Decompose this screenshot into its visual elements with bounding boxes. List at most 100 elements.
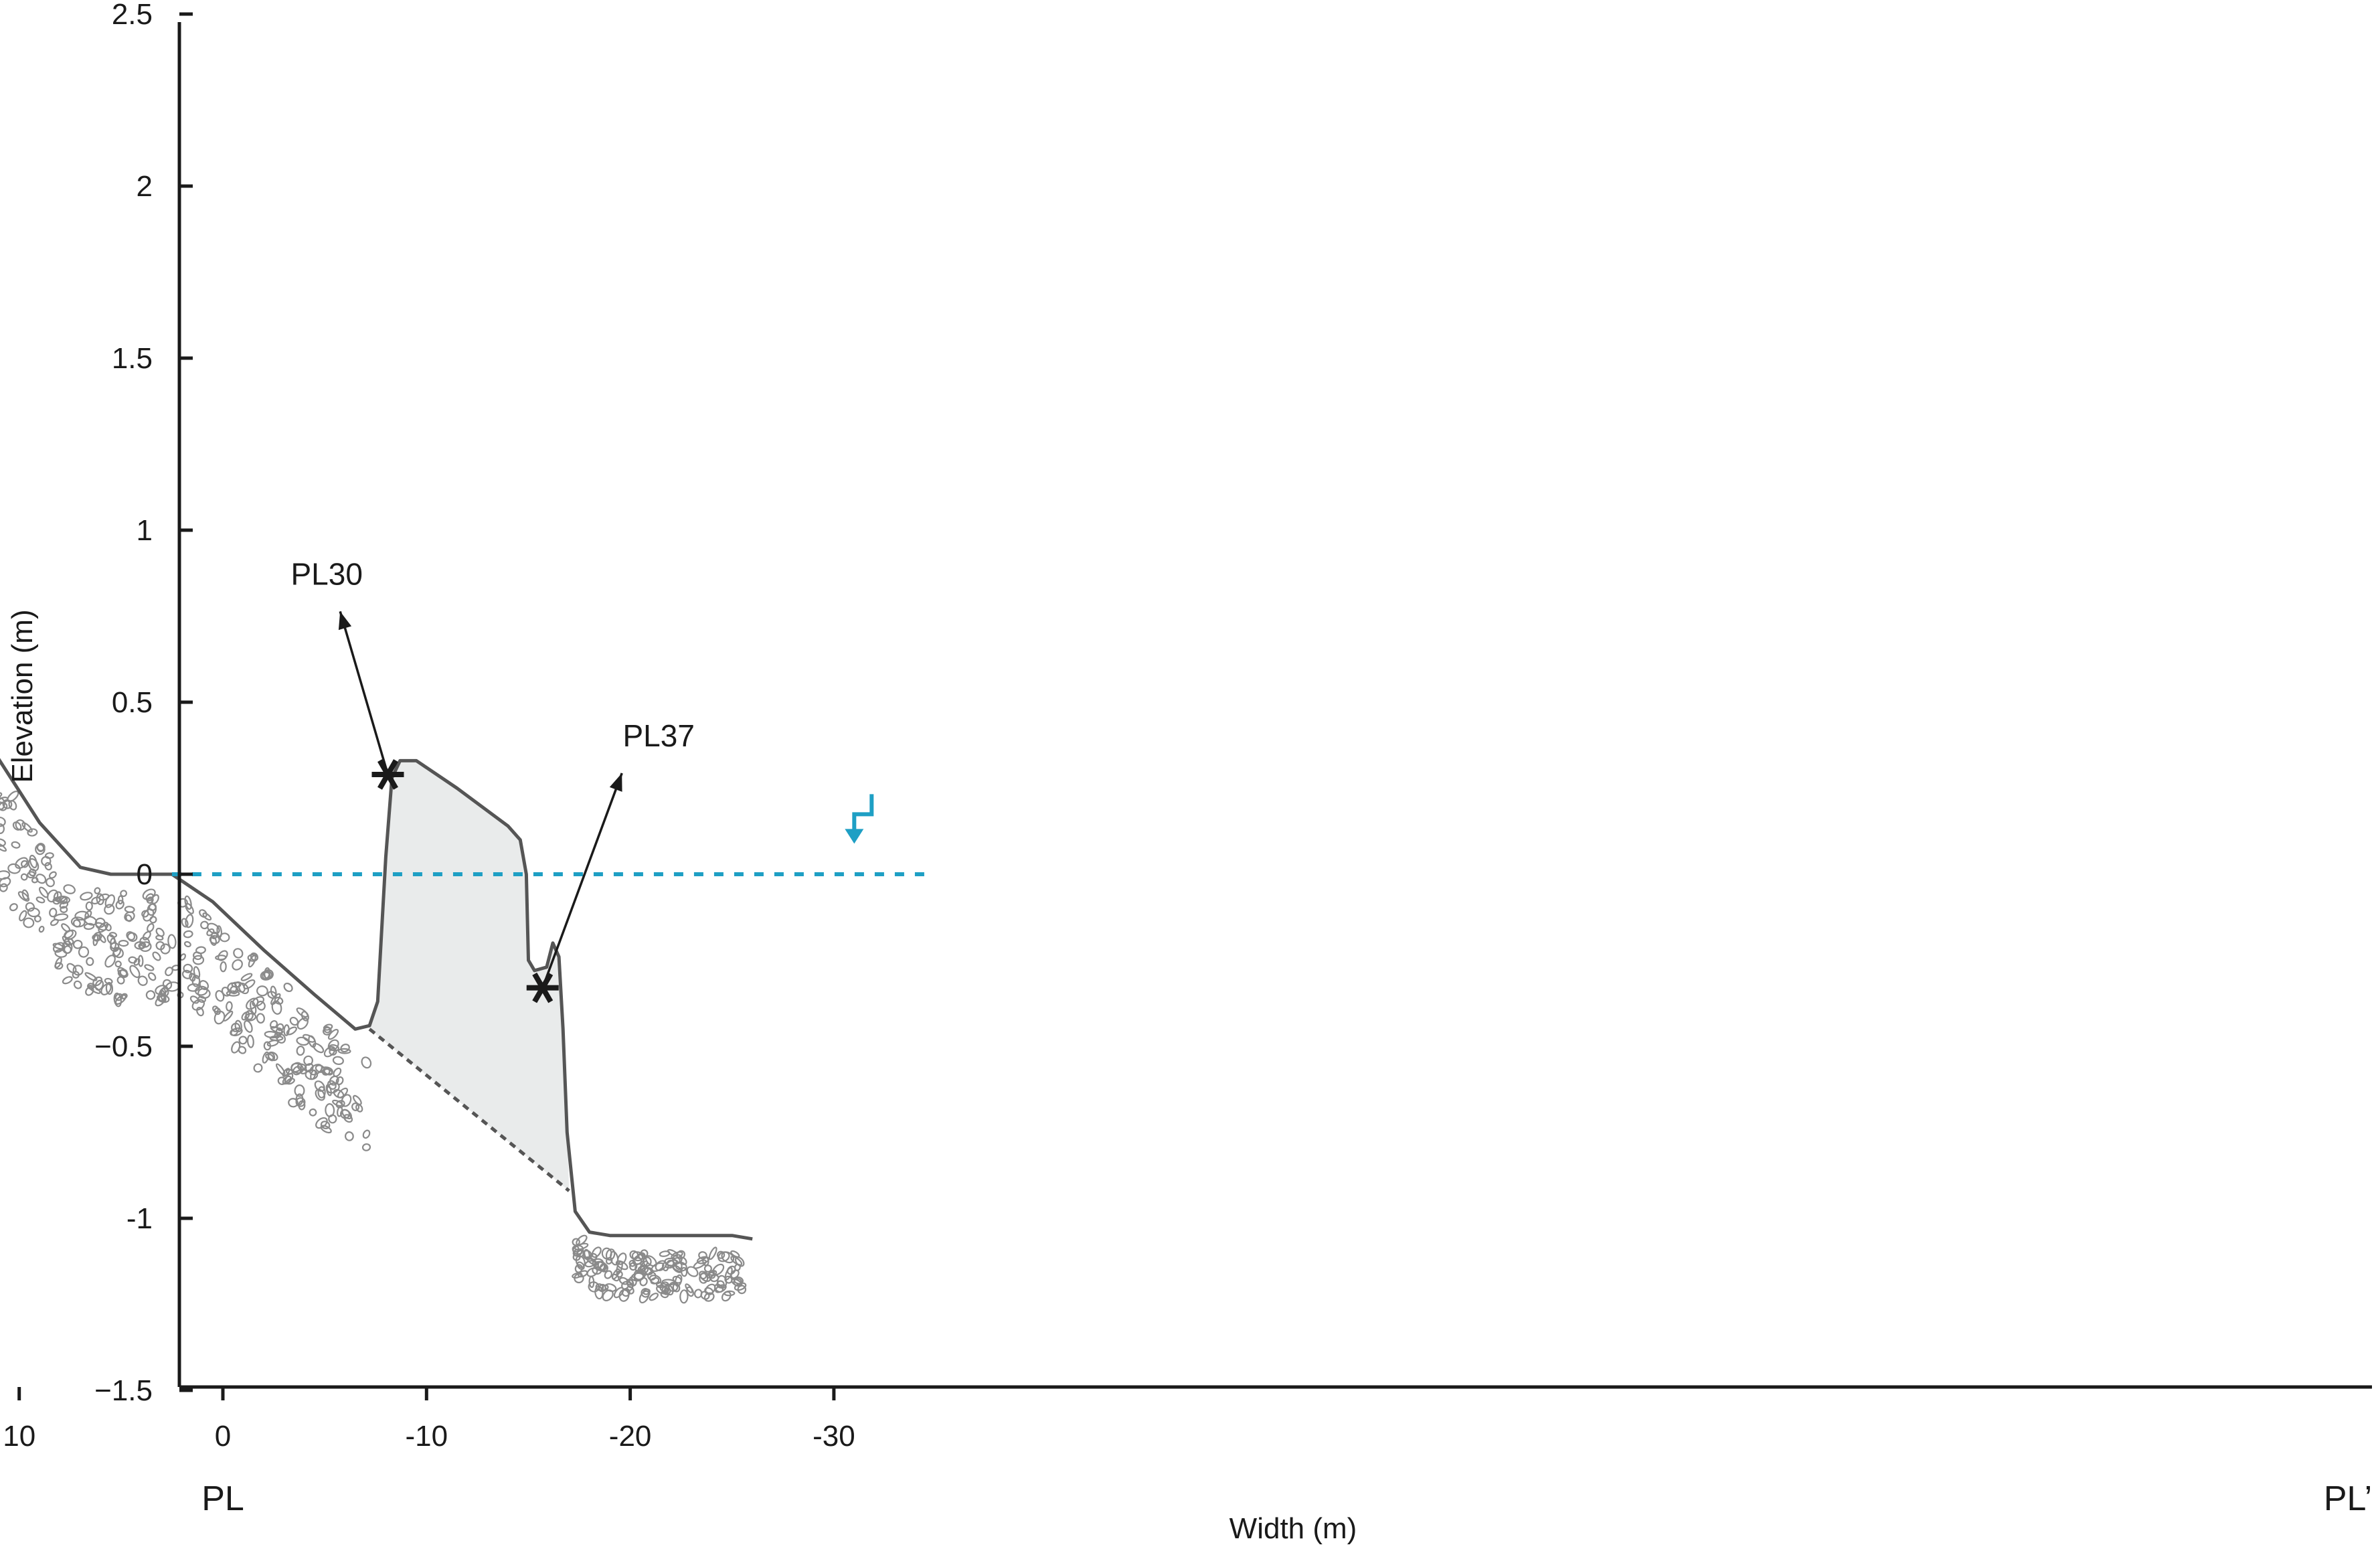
pebble (730, 1250, 740, 1258)
pebble (7, 791, 19, 803)
pebble (189, 995, 199, 1004)
pebble (327, 1039, 339, 1052)
pebble (199, 909, 207, 918)
water-level-icon (845, 794, 874, 844)
pebble (98, 922, 109, 933)
pebble (294, 1084, 305, 1097)
pebble (304, 1063, 314, 1073)
pebble (637, 1266, 653, 1276)
pebble (270, 985, 277, 997)
x-tick-label: -10 (406, 1420, 448, 1453)
pebble (724, 1290, 736, 1297)
pebble (270, 1026, 284, 1034)
pebble (679, 1289, 689, 1304)
pebble (9, 903, 18, 912)
pebble (333, 1067, 342, 1077)
pebble (721, 1251, 735, 1264)
pebble (576, 1261, 585, 1271)
pebble (586, 1267, 598, 1277)
pebble (20, 860, 29, 868)
pebble (0, 816, 6, 827)
pebble (339, 1109, 351, 1119)
pebble (289, 1016, 299, 1026)
pebble (733, 1278, 742, 1287)
pebble (296, 1036, 309, 1046)
pebble (231, 1041, 241, 1054)
pebble (572, 1245, 580, 1253)
eroded-area-fill (369, 760, 570, 1191)
pebble (578, 1270, 588, 1278)
pebble (618, 1277, 629, 1285)
pebble (184, 895, 192, 910)
axes: 2.521.510.50−0.5-1−1.5706050403020100-10… (3, 0, 2372, 1453)
pebble (296, 1017, 309, 1030)
pebble (212, 1005, 219, 1013)
pebble (137, 955, 144, 967)
pebble (86, 957, 94, 966)
pebble (183, 941, 191, 948)
pebble (572, 1238, 580, 1246)
pebble (651, 1262, 665, 1273)
pebble (292, 1066, 303, 1076)
pebble (699, 1273, 709, 1284)
pebble (206, 928, 215, 936)
pebble (296, 1046, 305, 1056)
pebble (104, 923, 112, 932)
endpoint-label-left: PL (201, 1479, 244, 1518)
marker-arrowhead (609, 772, 622, 792)
pebble (35, 896, 46, 904)
pebble (337, 1048, 351, 1054)
pebble (146, 896, 154, 904)
pebble (133, 958, 141, 966)
pebble (262, 1051, 270, 1064)
pebble (325, 1084, 332, 1096)
pebble (15, 857, 28, 869)
pebble (38, 925, 45, 933)
pebble (221, 987, 231, 997)
pebble (143, 908, 155, 922)
pebble (209, 934, 220, 945)
pebble (116, 976, 125, 985)
pebble (712, 1263, 725, 1276)
pebble (52, 942, 66, 953)
pebble (315, 1064, 325, 1073)
pebble (574, 1264, 583, 1273)
pebble (361, 1056, 372, 1069)
pebble (721, 1291, 732, 1302)
pebble (298, 1100, 306, 1111)
pebble (247, 953, 258, 962)
pebble (54, 962, 64, 970)
pebble (717, 1275, 728, 1289)
pebble (19, 910, 27, 922)
pebble (633, 1269, 645, 1281)
pebble (332, 1099, 343, 1107)
pebble (0, 792, 3, 801)
pebble (362, 1129, 371, 1139)
pebble (708, 1246, 717, 1260)
pebble (267, 991, 277, 999)
pebble (717, 1251, 730, 1262)
pebble (250, 1000, 257, 1015)
pebble (63, 884, 76, 894)
pebble (626, 1285, 634, 1295)
pebble (275, 1063, 286, 1076)
pebble (238, 1036, 248, 1045)
survey-markers: PL30 PL37 (290, 556, 695, 1003)
marker-star (377, 759, 398, 790)
pebble (267, 1051, 278, 1062)
pebble (47, 889, 59, 903)
pebble (112, 947, 124, 959)
pebble (574, 1242, 589, 1250)
pebble (283, 982, 293, 993)
pebble (160, 943, 171, 955)
pebble (699, 1271, 711, 1283)
marker-pointer (541, 772, 623, 989)
pebble (25, 902, 35, 912)
pebble (60, 906, 68, 914)
marker-star (532, 972, 554, 1003)
pebble (0, 838, 6, 847)
pebble (631, 1251, 644, 1262)
pebble (230, 985, 239, 995)
pebble (218, 950, 228, 961)
